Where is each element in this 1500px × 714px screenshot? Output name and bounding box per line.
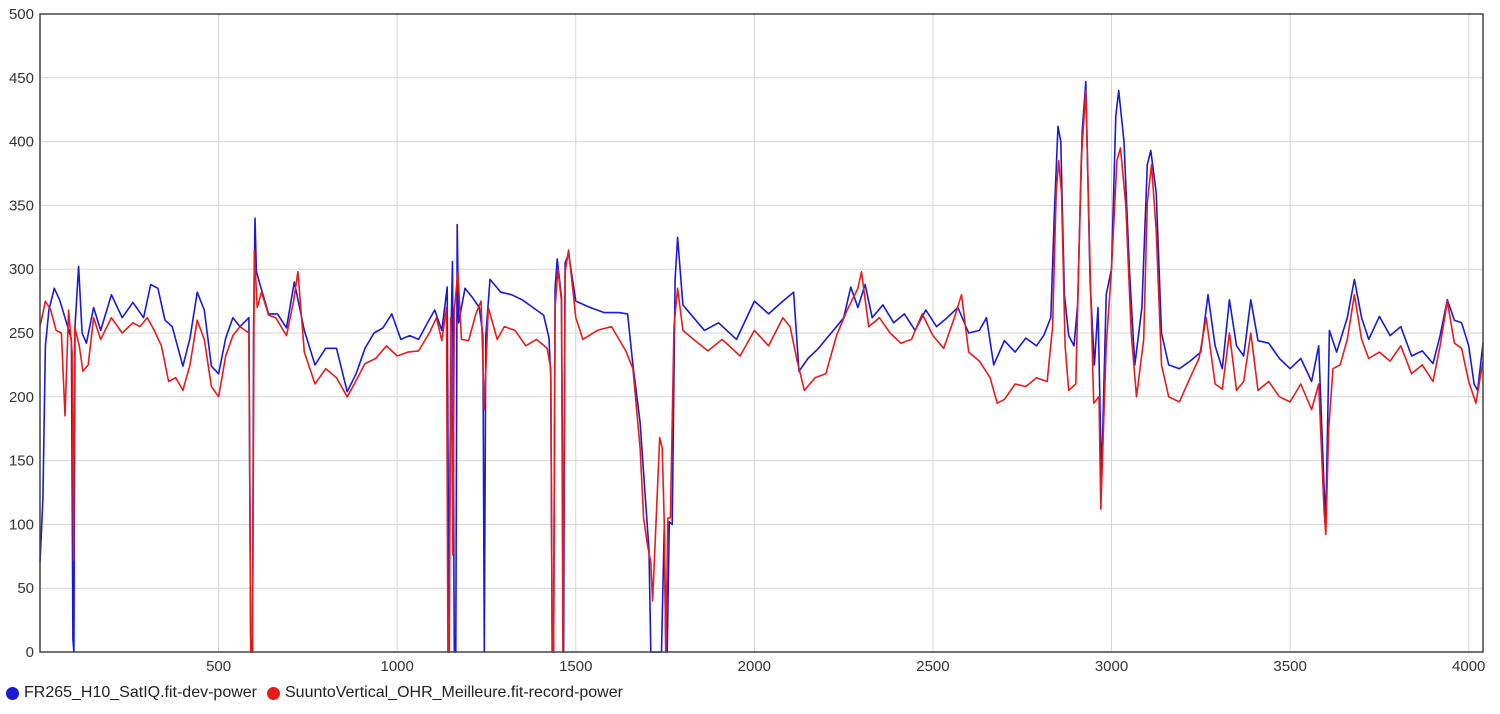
- x-tick-label: 3500: [1273, 658, 1306, 675]
- y-tick-label: 150: [9, 453, 34, 470]
- x-tick-label: 3000: [1095, 658, 1128, 675]
- y-tick-label: 300: [9, 261, 34, 278]
- y-tick-label: 50: [17, 580, 34, 597]
- legend-marker-red: [267, 686, 280, 700]
- x-tick-label: 2500: [916, 658, 949, 675]
- y-tick-label: 500: [9, 6, 34, 23]
- y-tick-label: 350: [9, 197, 34, 214]
- x-tick-label: 1500: [559, 658, 592, 675]
- legend-label-fr265: FR265_H10_SatIQ.fit-dev-power: [24, 684, 257, 701]
- y-tick-label: 450: [9, 70, 34, 87]
- y-tick-label: 400: [9, 134, 34, 151]
- legend-item-suunto[interactable]: SuuntoVertical_OHR_Meilleure.fit-record-…: [267, 684, 623, 702]
- x-tick-label: 2000: [738, 658, 771, 675]
- series-line-fr265: [39, 80, 1484, 653]
- legend-label-suunto: SuuntoVertical_OHR_Meilleure.fit-record-…: [285, 684, 623, 701]
- legend-marker-blue: [6, 686, 19, 700]
- grid: [40, 13, 1483, 653]
- y-tick-label: 100: [9, 516, 34, 533]
- legend-item-fr265[interactable]: FR265_H10_SatIQ.fit-dev-power: [6, 684, 257, 702]
- y-tick-label: 200: [9, 389, 34, 406]
- y-tick-label: 0: [26, 644, 34, 661]
- series-lines: [39, 80, 1484, 653]
- x-tick-label: 4000: [1452, 658, 1485, 675]
- plot-frame: [39, 13, 1484, 653]
- legend: FR265_H10_SatIQ.fit-dev-power SuuntoVert…: [6, 684, 633, 702]
- x-tick-label: 1000: [380, 658, 413, 675]
- series-line-suunto: [39, 89, 1484, 653]
- x-tick-label: 500: [206, 658, 231, 675]
- axes: 0 50 100 150 200 250 300 350 400 450 500 500 1000 150…: [9, 6, 1485, 675]
- y-tick-label: 250: [9, 325, 34, 342]
